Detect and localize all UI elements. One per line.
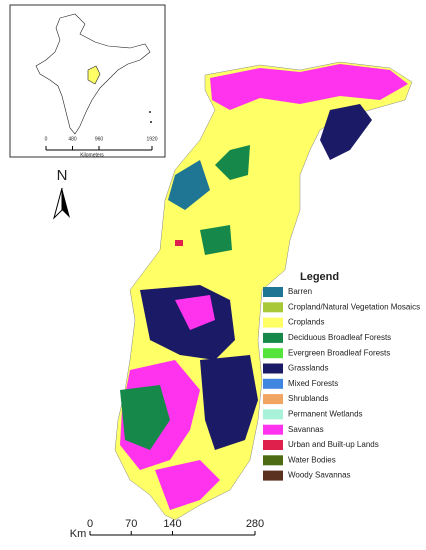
legend-label: Savannas <box>288 425 324 434</box>
legend-swatch <box>263 409 283 420</box>
forest-region <box>200 225 232 255</box>
legend-swatch <box>263 424 283 435</box>
legend-label: Woody Savannas <box>288 471 351 480</box>
legend-label: Urban and Built-up Lands <box>288 440 379 449</box>
savanna-region <box>210 64 408 110</box>
legend-swatch <box>263 363 283 374</box>
scale-unit: Kilometers <box>80 152 104 158</box>
legend-swatch <box>263 394 283 405</box>
scale-label: 0 <box>87 518 93 530</box>
scale-unit: Km <box>70 528 87 540</box>
legend-swatch <box>263 440 283 450</box>
legend-swatch <box>263 378 283 389</box>
legend-label: Water Bodies <box>288 455 336 464</box>
scale-bar: 0 70 140 280 Km <box>70 518 264 540</box>
north-arrow <box>62 188 70 218</box>
legend-label: Grasslands <box>288 364 328 373</box>
north-label: N <box>57 167 68 184</box>
legend-swatch <box>263 455 283 466</box>
grassland-region <box>200 355 258 450</box>
legend-swatch <box>263 302 283 313</box>
legend-label: Shrublands <box>288 394 328 403</box>
savanna-region <box>155 460 220 510</box>
forest-region <box>215 145 250 180</box>
islands <box>149 111 151 113</box>
legend-label: Mixed Forests <box>288 379 338 388</box>
legend-label: Croplands <box>288 318 324 327</box>
scale-label: 960 <box>95 136 104 142</box>
scale-label: 280 <box>246 518 264 530</box>
scale-label: 140 <box>163 518 181 530</box>
legend-swatch <box>263 317 283 328</box>
legend-label: Barren <box>288 287 312 296</box>
scale-label: 70 <box>125 518 137 530</box>
savanna-region <box>175 295 215 330</box>
legend: Barren Cropland/Natural Vegetation Mosaic… <box>263 287 420 481</box>
legend-swatch <box>263 348 283 359</box>
inset-scale-bar: 0 480 960 1920 Kilometers <box>45 136 158 158</box>
legend-label: Deciduous Broadleaf Forests <box>288 333 391 342</box>
grassland-region <box>320 104 372 160</box>
legend-swatch <box>263 287 283 297</box>
scale-label: 1920 <box>146 136 157 142</box>
forest-region <box>120 385 170 450</box>
legend-label: Permanent Wetlands <box>288 410 363 419</box>
scale-label: 480 <box>68 136 77 142</box>
legend-label: Evergreen Broadleaf Forests <box>288 348 390 357</box>
legend-title: Legend <box>300 271 339 283</box>
legend-swatch <box>263 470 283 481</box>
state-highlight <box>87 65 101 85</box>
legend-swatch <box>263 332 283 343</box>
legend-label: Cropland/Natural Vegetation Mosaics <box>288 302 420 311</box>
scale-label: 0 <box>45 136 48 142</box>
barren-region <box>168 160 210 210</box>
islands <box>150 121 152 123</box>
urban-region <box>175 240 183 246</box>
